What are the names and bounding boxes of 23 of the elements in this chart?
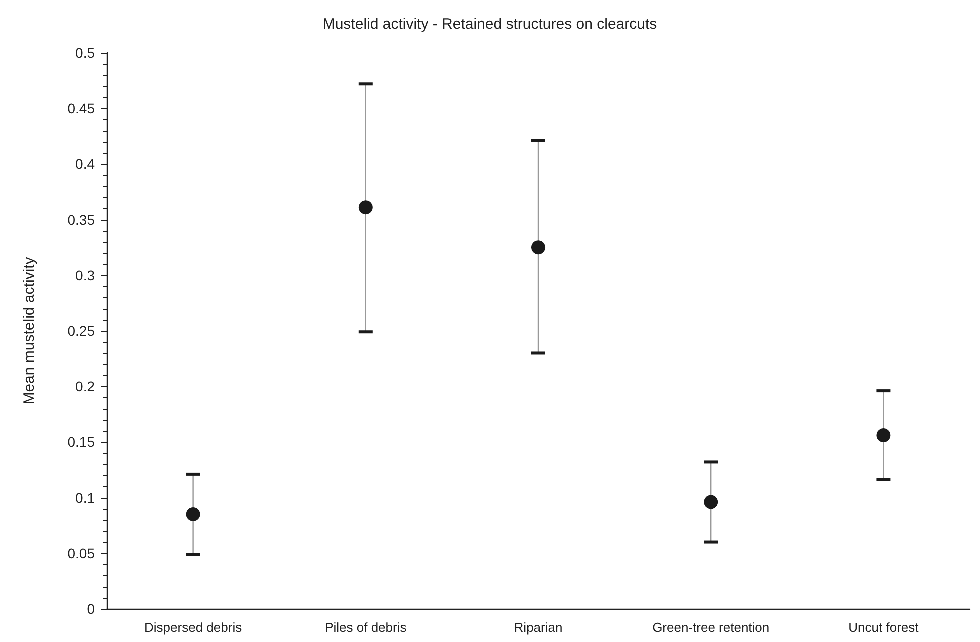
y-tick-label: 0.5 [76,45,96,61]
x-tick-label: Riparian [514,620,563,635]
y-tick-label: 0.05 [68,545,96,562]
x-tick-label: Piles of debris [325,620,408,635]
x-tick-label: Dispersed debris [144,620,243,635]
point [186,507,200,522]
x-tick-label: Uncut forest [848,620,920,635]
y-tick-label: 0 [87,601,96,617]
y-tick-label: 0.25 [68,323,96,339]
y-tick-label: 0.15 [68,434,96,450]
y-tick-label: 0.35 [68,212,96,228]
point [704,495,718,510]
point [358,200,373,215]
y-tick-label: 0.3 [76,267,96,284]
chart-title: Mustelid activity - Retained structures on clearcuts [322,16,658,33]
x-tick-label: Green-tree retention [652,620,770,635]
y-tick-label: 0.45 [68,100,96,117]
y-tick-label: 0.4 [76,156,96,172]
y-axis-title: Mean mustelid activity [21,256,38,405]
point [532,240,546,255]
y-tick-label: 0.1 [76,490,96,506]
point [876,428,891,443]
y-tick-label: 0.2 [76,378,96,395]
